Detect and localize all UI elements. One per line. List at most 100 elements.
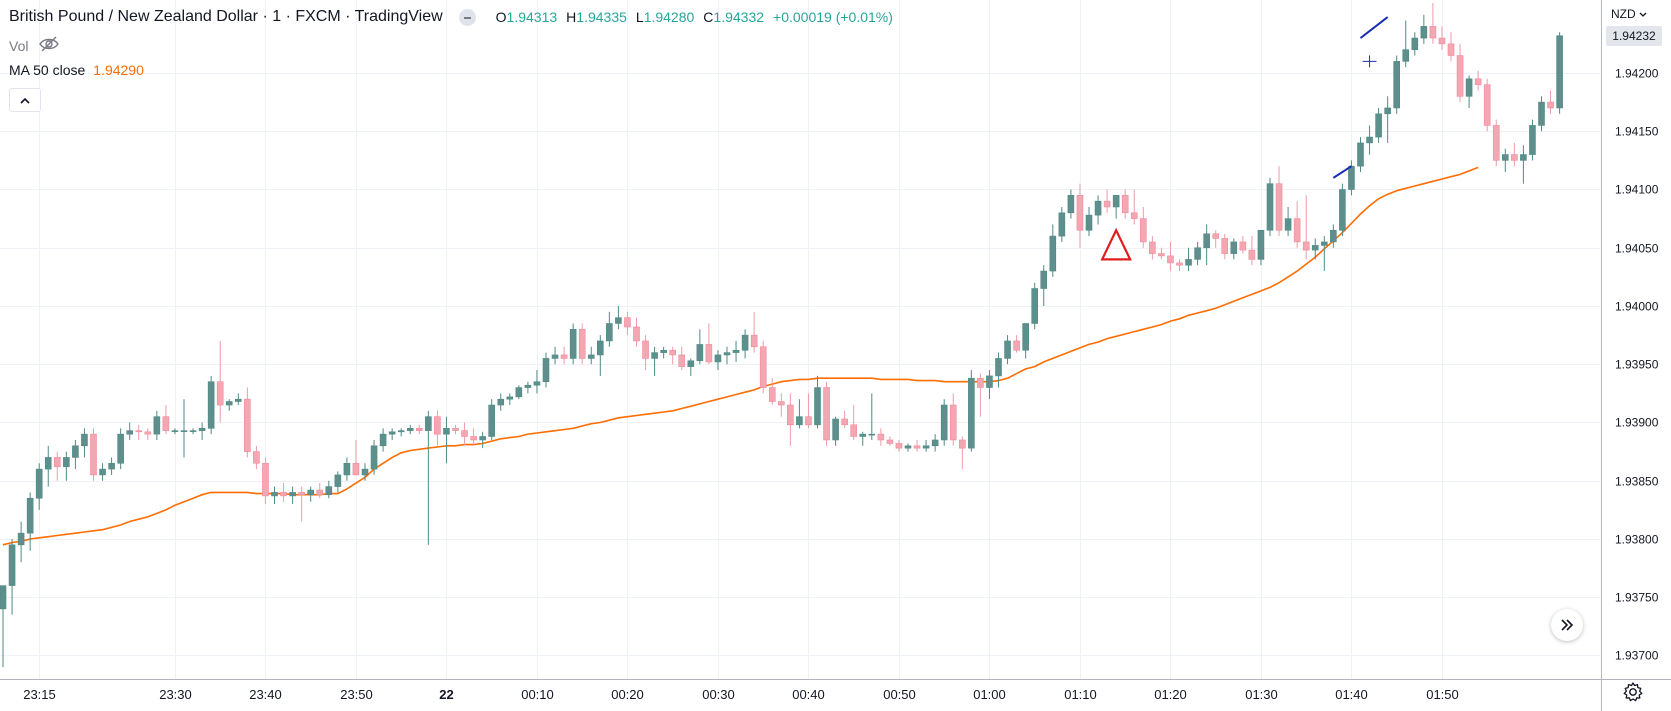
candle-up [1112,195,1120,219]
candle-down [642,335,649,371]
candle-body [171,430,179,432]
candle-down [669,346,677,365]
candle-body [1239,241,1247,251]
candle-down [262,457,269,505]
candle-body [687,360,695,367]
candle-up [388,428,396,440]
collapse-legend-button[interactable] [9,88,41,112]
candle-body [642,340,649,359]
candle-up [986,370,993,400]
candle-down [949,393,957,446]
x-tick-label: 01:10 [1064,687,1097,702]
candle-body [1022,323,1029,351]
candle-body [1393,61,1400,109]
candle-body [280,492,287,497]
symbol-title[interactable]: British Pound / New Zealand Dollar · 1 ·… [9,8,443,25]
candle-up [207,375,215,435]
candle-up [714,350,722,371]
candle-up [696,329,704,365]
candle-down [958,436,966,470]
candle-down [1492,119,1500,167]
candle-body [759,346,767,388]
candle-body [904,445,912,449]
candle-body [1158,253,1165,257]
candle-down [633,317,640,347]
candle-up [1004,335,1011,365]
candle-body [379,433,387,447]
candle-up [1393,55,1400,114]
candle-up [189,428,197,435]
candle-up [1049,224,1057,277]
candle-up [72,439,79,470]
candle-up [940,399,948,446]
candle-body [1203,233,1210,249]
candle-body [615,317,622,324]
candle-body [1384,107,1391,115]
candle-body [244,398,251,452]
candle-body [606,323,613,342]
candle-up [35,463,43,510]
candle-body [479,436,486,441]
candle-body [551,354,559,359]
y-tick-label: 1.93800 [1615,533,1659,547]
candle-body [352,462,360,476]
candle-body [1067,195,1075,214]
candle-up [406,424,414,435]
candle-body [750,334,758,348]
candle-body [1366,136,1373,144]
candle-down [434,410,441,446]
candle-down [1212,230,1219,248]
eye-hidden-icon[interactable] [38,36,60,55]
candle-body [1456,55,1464,97]
candle-up [180,399,188,458]
candle-up [153,410,161,440]
y-tick-label: 1.94150 [1615,125,1659,139]
candle-body [922,445,930,449]
minus-circle-icon[interactable] [458,8,476,26]
candle-body [913,445,921,449]
candle-body [714,354,722,363]
x-tick-label: 00:50 [883,687,916,702]
candle-up [1556,32,1563,114]
legend-vol-row[interactable]: Vol [9,36,60,55]
candle-body [1375,113,1382,138]
drawings-layer[interactable] [1100,16,1389,261]
legend-ma-row[interactable]: MA 50 close 1.94290 [9,62,144,78]
candle-down [1474,70,1482,91]
candle-down [787,393,794,446]
candle-down [768,378,776,406]
candle-body [886,439,894,444]
y-tick-label: 1.94050 [1615,242,1659,256]
scroll-to-realtime-button[interactable] [1551,609,1583,641]
candle-up [814,375,821,429]
candle-down [352,439,360,476]
candle-down [877,428,885,446]
candle-up [1339,183,1346,237]
candle-down [1438,26,1446,50]
triangle-drawing [1100,227,1132,261]
candle-down [1149,236,1156,260]
candle-body [542,358,550,383]
candle-up [1031,282,1038,330]
currency-selector[interactable]: NZD [1611,7,1647,21]
candle-up [1330,224,1337,248]
candle-down [1302,195,1310,260]
candle-body [1149,241,1156,254]
candle-down [805,393,812,429]
candle-up [379,428,387,452]
candle-up [1375,107,1382,143]
candle-body [850,424,858,437]
candle-up [225,399,233,411]
candle-body [26,497,34,534]
candle-down [1511,142,1518,167]
candle-down [759,340,767,394]
candle-body [1357,142,1364,167]
candle-down [470,428,477,446]
candle-up [596,335,604,376]
candle-up [425,410,432,545]
candle-body [1140,218,1147,243]
chart-settings-button[interactable] [1622,681,1644,703]
candle-up [741,329,749,359]
